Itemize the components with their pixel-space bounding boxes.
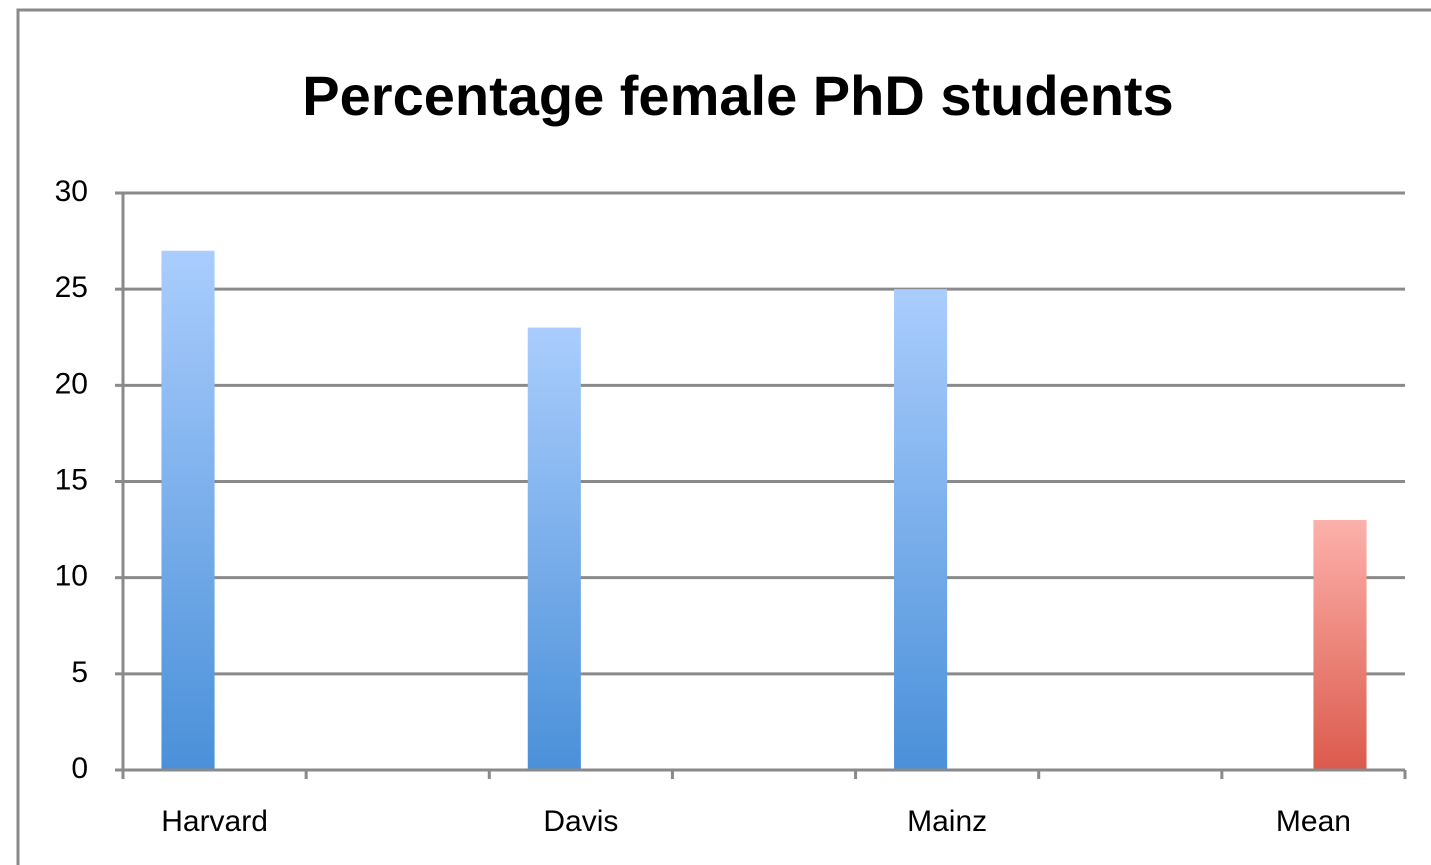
frame [16,8,1431,865]
chart-title: Percentage female PhD students [302,64,1173,127]
x-tick-label: Davis [543,805,618,838]
y-tick-label: 25 [55,271,88,304]
bar [527,327,581,770]
y-tick-label: 0 [71,752,88,785]
y-tick-label: 10 [55,560,88,593]
y-tick-label: 5 [71,656,88,689]
x-tick-label: Mainz [907,805,987,838]
y-tick-label: 20 [55,367,88,400]
bar [161,250,215,770]
y-tick-label: 15 [55,463,88,496]
x-tick-label: Harvard [161,805,268,838]
y-tick-label: 30 [55,175,88,208]
bar [1313,519,1367,770]
x-tick-label: Mean [1276,805,1351,838]
bar [894,289,948,770]
